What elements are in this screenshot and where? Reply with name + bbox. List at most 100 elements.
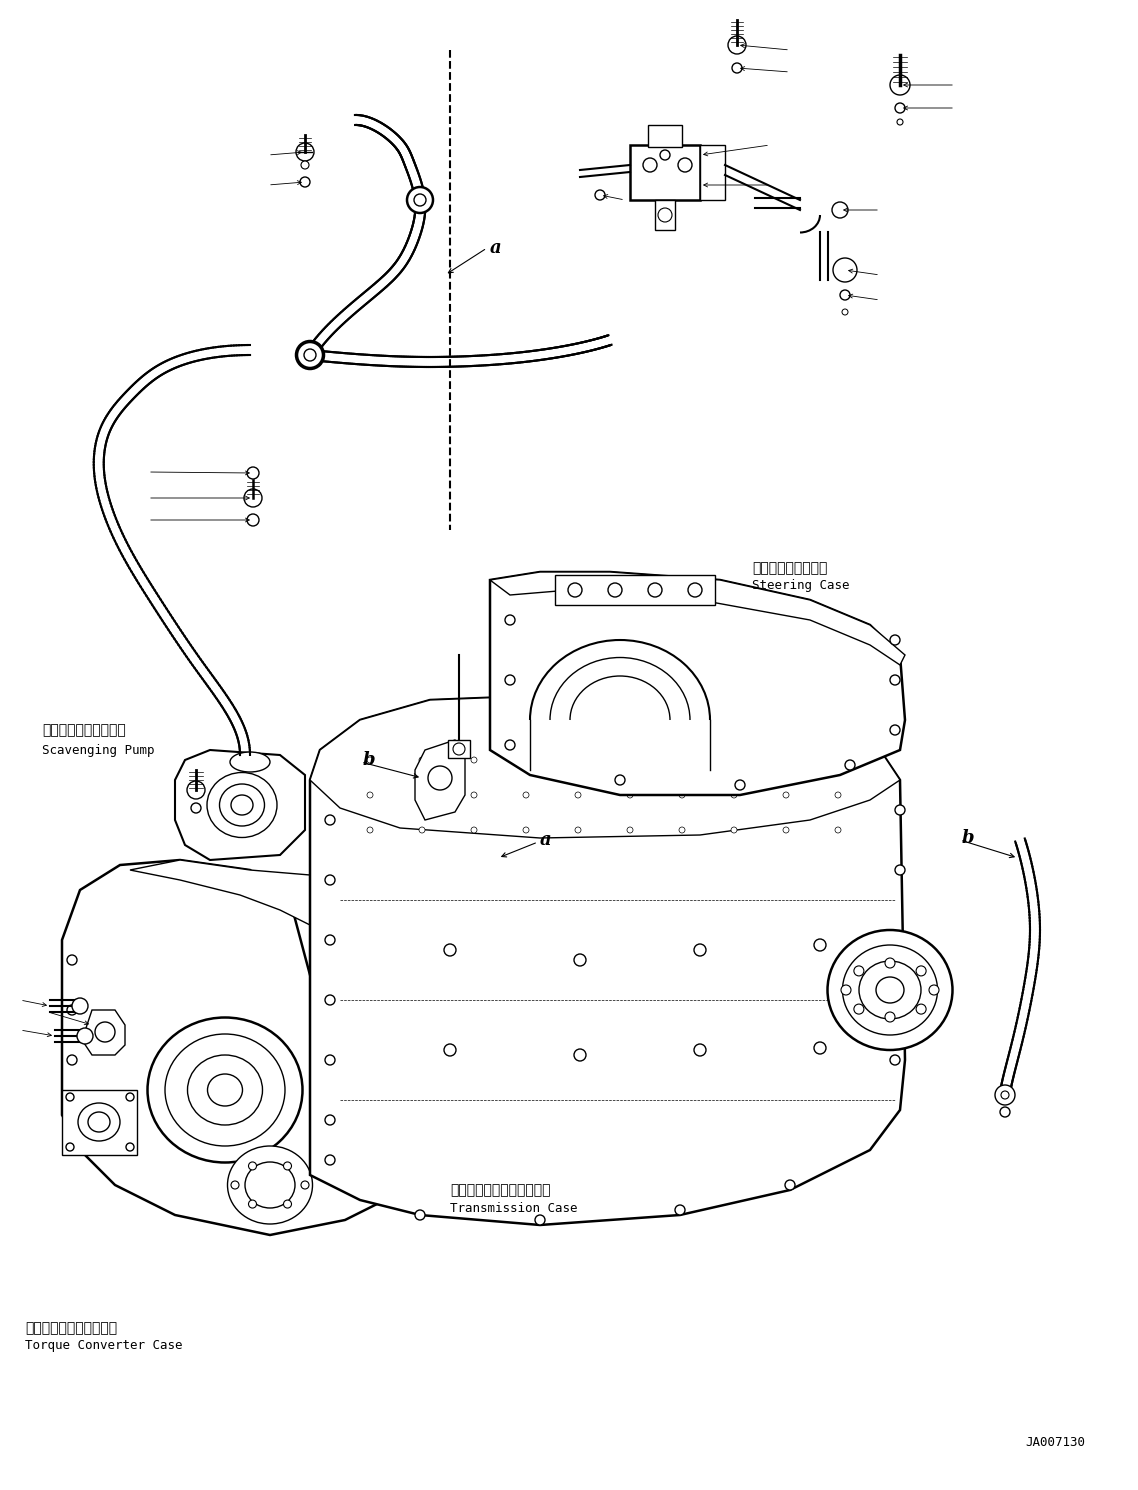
Circle shape: [428, 766, 452, 790]
Circle shape: [885, 958, 894, 969]
Circle shape: [929, 985, 939, 995]
Text: b: b: [962, 828, 974, 846]
Text: Transmission Case: Transmission Case: [450, 1201, 577, 1214]
Circle shape: [835, 827, 841, 833]
Circle shape: [296, 143, 314, 161]
Circle shape: [916, 1004, 926, 1015]
Circle shape: [658, 209, 673, 222]
Text: Torque Converter Case: Torque Converter Case: [25, 1340, 182, 1353]
Bar: [655, 200, 675, 229]
Ellipse shape: [188, 1055, 263, 1125]
Circle shape: [894, 805, 905, 815]
Circle shape: [615, 775, 625, 785]
Bar: [630, 145, 700, 200]
Circle shape: [679, 757, 685, 763]
Circle shape: [304, 349, 316, 361]
Circle shape: [325, 1055, 335, 1065]
Circle shape: [894, 936, 905, 945]
Circle shape: [608, 583, 622, 597]
Ellipse shape: [220, 784, 264, 825]
Circle shape: [523, 793, 529, 799]
Circle shape: [247, 514, 259, 526]
Ellipse shape: [231, 796, 253, 815]
Circle shape: [894, 866, 905, 875]
Circle shape: [1001, 1091, 1009, 1100]
Circle shape: [366, 793, 373, 799]
Circle shape: [247, 466, 259, 478]
Circle shape: [854, 966, 864, 976]
Circle shape: [300, 1182, 310, 1189]
Circle shape: [885, 1012, 894, 1022]
Text: a: a: [541, 831, 552, 849]
Ellipse shape: [207, 772, 277, 837]
Circle shape: [574, 1049, 586, 1061]
Circle shape: [66, 1094, 74, 1101]
Circle shape: [643, 158, 657, 171]
Circle shape: [846, 760, 855, 770]
Text: Scavenging Pump: Scavenging Pump: [42, 744, 155, 757]
Circle shape: [835, 793, 841, 799]
Circle shape: [660, 150, 670, 159]
Circle shape: [627, 827, 633, 833]
Circle shape: [833, 258, 857, 282]
Ellipse shape: [228, 1146, 313, 1223]
Circle shape: [731, 793, 737, 799]
Circle shape: [916, 966, 926, 976]
Polygon shape: [310, 694, 905, 1225]
Circle shape: [231, 1182, 239, 1189]
Polygon shape: [61, 860, 395, 1235]
Circle shape: [575, 793, 582, 799]
Circle shape: [505, 615, 516, 624]
Circle shape: [471, 757, 477, 763]
Ellipse shape: [207, 1074, 242, 1106]
Circle shape: [840, 291, 850, 299]
Circle shape: [187, 781, 205, 799]
Circle shape: [366, 757, 373, 763]
Ellipse shape: [165, 1034, 284, 1146]
Circle shape: [248, 1162, 256, 1170]
Circle shape: [735, 779, 745, 790]
Circle shape: [419, 793, 424, 799]
Circle shape: [694, 945, 706, 957]
Polygon shape: [82, 1010, 125, 1055]
Circle shape: [841, 985, 851, 995]
Circle shape: [894, 103, 905, 113]
Circle shape: [325, 1115, 335, 1125]
Circle shape: [325, 875, 335, 885]
Ellipse shape: [827, 930, 953, 1050]
Text: Steering Case: Steering Case: [752, 578, 849, 592]
Circle shape: [303, 349, 318, 362]
Bar: [61, 1091, 137, 1155]
Ellipse shape: [842, 945, 938, 1036]
Circle shape: [648, 583, 662, 597]
Circle shape: [471, 793, 477, 799]
Circle shape: [731, 757, 737, 763]
Text: トランスミッションケース: トランスミッションケース: [450, 1183, 551, 1196]
Circle shape: [419, 827, 424, 833]
Circle shape: [325, 1155, 335, 1165]
Circle shape: [66, 1143, 74, 1150]
Ellipse shape: [230, 752, 270, 772]
Circle shape: [783, 793, 789, 799]
Circle shape: [505, 741, 516, 749]
Circle shape: [535, 1214, 545, 1225]
Bar: [700, 145, 725, 200]
Bar: [648, 125, 682, 148]
Circle shape: [414, 194, 426, 206]
Polygon shape: [130, 860, 395, 945]
Circle shape: [785, 1180, 795, 1191]
Polygon shape: [310, 694, 900, 837]
Circle shape: [296, 341, 324, 370]
Circle shape: [407, 188, 432, 213]
Circle shape: [453, 744, 465, 755]
Ellipse shape: [148, 1018, 303, 1162]
Circle shape: [783, 827, 789, 833]
Circle shape: [419, 757, 424, 763]
Circle shape: [890, 675, 900, 685]
Circle shape: [444, 945, 456, 957]
Polygon shape: [490, 572, 905, 796]
Circle shape: [248, 1199, 256, 1208]
Text: スカベンジングポンプ: スカベンジングポンプ: [42, 723, 126, 738]
Circle shape: [415, 1210, 424, 1220]
Circle shape: [890, 1055, 900, 1065]
